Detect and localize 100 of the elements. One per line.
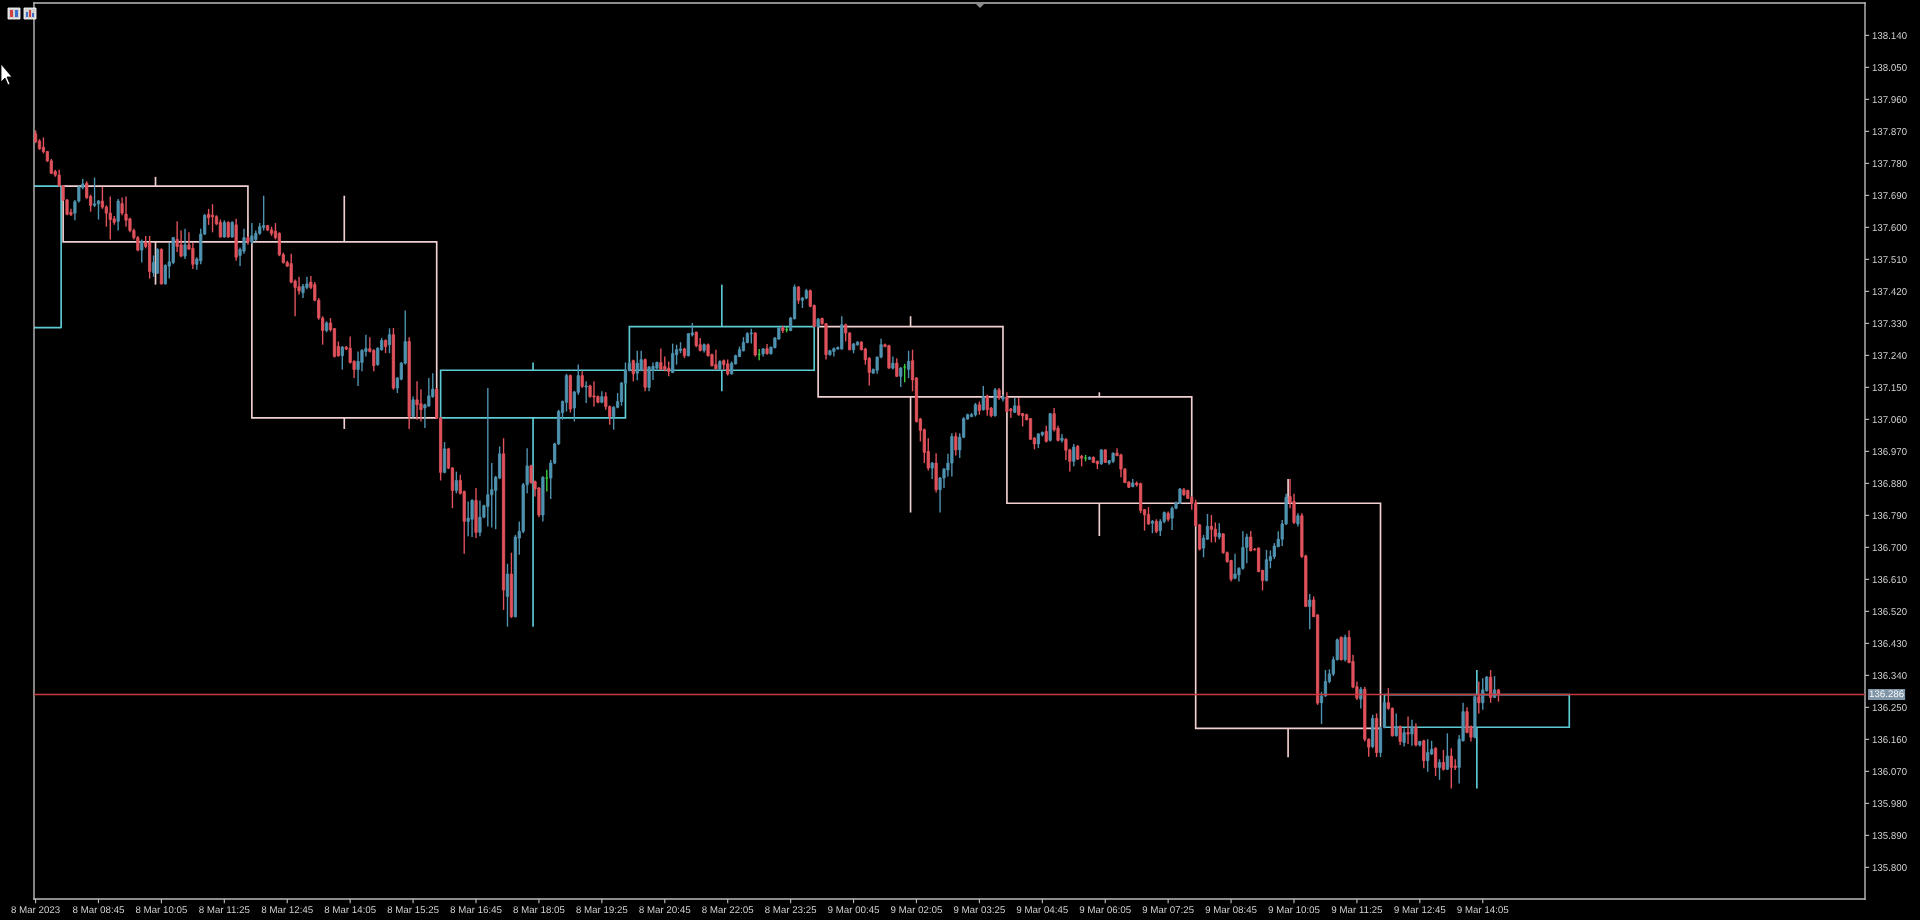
y-tick-label: 136.430 bbox=[1872, 640, 1907, 647]
candlestick bbox=[592, 380, 596, 408]
candlestick bbox=[505, 563, 510, 628]
candlestick bbox=[671, 342, 675, 374]
y-tick-label: 135.890 bbox=[1872, 832, 1907, 839]
candlestick bbox=[183, 228, 187, 260]
candlestick bbox=[1481, 677, 1485, 711]
x-tick-label: 9 Mar 08:45 bbox=[1205, 906, 1257, 914]
candlestick bbox=[1213, 521, 1217, 544]
candlestick bbox=[289, 252, 293, 284]
y-tick-label: 136.340 bbox=[1872, 672, 1907, 679]
y-tick-label: 137.690 bbox=[1872, 192, 1907, 199]
y-tick-label: 136.160 bbox=[1872, 736, 1907, 743]
x-tick-label: 8 Mar 08:45 bbox=[72, 906, 125, 914]
candlestick bbox=[387, 327, 392, 354]
candlestick bbox=[486, 387, 490, 528]
candlestick bbox=[1209, 514, 1214, 544]
candlestick bbox=[415, 380, 419, 421]
candlestick bbox=[191, 242, 195, 270]
y-tick-label: 136.880 bbox=[1872, 480, 1907, 487]
candlestick bbox=[584, 380, 588, 404]
y-tick-label: 136.970 bbox=[1872, 448, 1907, 455]
y-tick-label: 137.240 bbox=[1872, 352, 1907, 359]
x-tick-label: 9 Mar 00:45 bbox=[828, 906, 880, 914]
x-tick-label: 8 Mar 18:05 bbox=[513, 906, 565, 914]
y-tick-label: 137.150 bbox=[1872, 384, 1907, 391]
y-tick-label: 135.980 bbox=[1872, 800, 1907, 807]
candlestick bbox=[92, 176, 97, 208]
x-tick-label: 8 Mar 23:25 bbox=[765, 906, 817, 914]
y-tick-label: 137.330 bbox=[1872, 320, 1907, 327]
candlestick bbox=[1398, 724, 1402, 746]
x-tick-label: 8 Mar 2023 bbox=[11, 906, 60, 914]
y-tick-label: 138.140 bbox=[1872, 32, 1907, 39]
y-tick-label: 137.420 bbox=[1872, 288, 1907, 295]
x-tick-label: 8 Mar 22:05 bbox=[702, 906, 754, 914]
candlestick bbox=[545, 469, 549, 493]
candlestick bbox=[454, 470, 458, 495]
x-tick-label: 8 Mar 14:05 bbox=[324, 906, 376, 914]
candlestick bbox=[124, 195, 128, 228]
candlestick bbox=[108, 195, 112, 241]
x-tick-label: 9 Mar 11:25 bbox=[1331, 906, 1383, 914]
candlestick bbox=[1249, 530, 1253, 553]
candlestick bbox=[1170, 505, 1174, 531]
candlestick bbox=[647, 365, 651, 392]
candlestick bbox=[427, 377, 431, 408]
candlestick bbox=[1359, 686, 1363, 710]
candlestick bbox=[470, 498, 474, 538]
candlestick bbox=[635, 350, 639, 381]
x-tick-label: 8 Mar 10:05 bbox=[135, 906, 187, 914]
x-tick-label: 9 Mar 06:05 bbox=[1079, 906, 1131, 914]
candlestick bbox=[899, 366, 903, 388]
x-tick-label: 9 Mar 10:05 bbox=[1268, 906, 1320, 914]
candlestick bbox=[466, 500, 470, 538]
x-tick-label: 8 Mar 16:45 bbox=[450, 906, 502, 914]
candlestick bbox=[356, 350, 360, 387]
x-tick-label: 9 Mar 14:05 bbox=[1457, 906, 1509, 914]
candlestick bbox=[163, 263, 167, 286]
x-tick-label: 9 Mar 12:45 bbox=[1394, 906, 1446, 914]
candlestick bbox=[753, 331, 757, 358]
y-tick-label: 137.060 bbox=[1872, 416, 1907, 423]
candlestick bbox=[104, 204, 108, 228]
candlestick bbox=[954, 431, 958, 457]
candlestick bbox=[1343, 634, 1347, 663]
y-tick-label: 136.700 bbox=[1872, 544, 1907, 551]
candlestick bbox=[1441, 749, 1446, 772]
candlestick bbox=[1233, 553, 1237, 581]
candlestick bbox=[1072, 443, 1076, 467]
candlestick bbox=[714, 348, 718, 370]
x-tick-label: 8 Mar 20:45 bbox=[639, 906, 691, 914]
y-tick-label: 137.600 bbox=[1872, 224, 1907, 231]
x-tick-label: 8 Mar 12:45 bbox=[261, 906, 313, 914]
candlestick bbox=[1426, 738, 1430, 773]
candlestick bbox=[1489, 669, 1493, 704]
candlestick bbox=[1406, 715, 1410, 745]
candlestick bbox=[1264, 549, 1269, 583]
candlestick bbox=[1394, 712, 1398, 738]
candlestick bbox=[1449, 747, 1453, 790]
candlestick bbox=[175, 220, 179, 253]
candlestick bbox=[1064, 437, 1068, 461]
y-tick-label: 137.870 bbox=[1872, 128, 1907, 135]
candlestick bbox=[262, 195, 266, 232]
candlestick bbox=[1445, 732, 1449, 771]
y-tick-label: 135.800 bbox=[1872, 864, 1907, 871]
candlestick bbox=[340, 345, 344, 371]
x-tick-label: 8 Mar 15:25 bbox=[387, 906, 439, 914]
candlestick bbox=[1422, 739, 1426, 769]
x-tick-label: 9 Mar 03:25 bbox=[953, 906, 1005, 914]
y-tick-label: 136.610 bbox=[1872, 576, 1907, 583]
ref-line-label: 136.286 bbox=[1869, 690, 1904, 698]
candlestick bbox=[981, 385, 985, 412]
x-tick-label: 9 Mar 04:45 bbox=[1016, 906, 1068, 914]
candlestick bbox=[887, 343, 891, 370]
x-tick-label: 8 Mar 19:25 bbox=[576, 906, 628, 914]
candlestick bbox=[907, 350, 911, 379]
candlestick bbox=[1477, 680, 1481, 715]
candlestick bbox=[116, 198, 120, 232]
x-tick-label: 8 Mar 11:25 bbox=[199, 906, 250, 914]
x-tick-label: 9 Mar 02:05 bbox=[890, 906, 942, 914]
y-tick-label: 137.960 bbox=[1872, 96, 1907, 103]
candlestick bbox=[250, 222, 254, 245]
